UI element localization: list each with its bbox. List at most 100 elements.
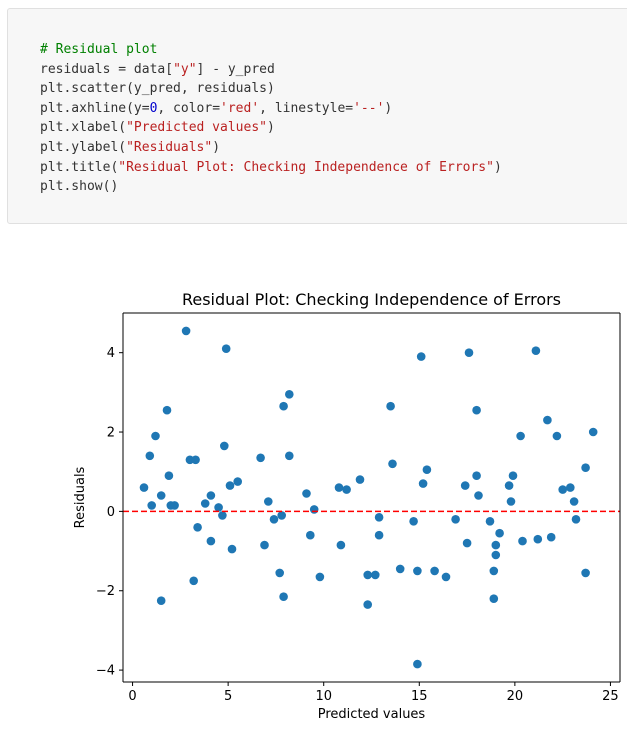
data-point [485,517,495,526]
data-point [170,501,179,510]
data-point [464,348,474,357]
data-point [309,505,319,514]
data-point [342,485,351,494]
code-line: plt.axhline(y=0, color='red', linestyle=… [40,99,502,119]
code-token: plt.scatter(y_pred, residuals) [40,81,275,97]
data-point [145,451,155,461]
data-point [221,344,231,353]
data-point [472,471,481,480]
data-point [264,497,273,506]
data-point [139,483,149,492]
data-point [506,497,516,506]
data-point [269,515,279,524]
y-tick-label: 2 [107,426,115,441]
code-token: plt.axhline(y= [40,100,150,116]
code-token: , linestyle= [259,100,354,116]
data-point [386,401,395,411]
data-point [334,483,344,492]
data-point [413,566,422,576]
data-point [363,570,373,580]
data-point [566,483,575,492]
data-point [388,459,397,469]
data-point [430,566,439,576]
points-layer [139,326,598,669]
data-point [495,528,504,538]
code-line: plt.scatter(y_pred, residuals) [40,79,502,99]
code-cell[interactable]: # Residual plot residuals = data["y"] - y… [7,8,627,224]
data-point [260,540,269,550]
code-token: , color= [157,100,221,116]
data-point [413,659,422,669]
x-tick-label: 20 [507,689,524,704]
chart-title: Residual Plot: Checking Independence of … [182,290,561,309]
data-point [422,465,432,474]
data-point [581,463,590,472]
data-point [441,572,451,582]
data-point [279,592,288,601]
data-point [220,441,229,451]
data-point [206,491,216,500]
data-point [474,491,483,500]
data-point [164,471,174,480]
data-point [546,532,556,542]
data-point [302,489,311,498]
code-token: plt.show() [40,179,119,195]
data-point [279,401,288,411]
code-token: "Residuals" [126,139,213,155]
data-point [156,596,166,605]
data-point [516,431,525,441]
data-point [569,497,579,506]
code-token: ) [212,139,221,155]
x-tick-label: 5 [224,689,232,704]
data-point [285,390,294,399]
data-point [518,536,527,546]
data-point [491,540,501,550]
code-token: 'red' [220,100,260,116]
data-point [571,515,581,524]
data-point [151,431,160,441]
data-point [533,534,543,544]
data-point [531,346,541,355]
data-point [206,536,216,546]
code-line: plt.show() [40,177,502,197]
data-point [214,503,223,512]
code-token: "Predicted values" [126,120,267,136]
y-tick-label: −4 [96,664,115,679]
x-tick-label: 25 [602,689,619,704]
data-point [374,530,384,540]
code-line: residuals = data["y"] - y_pred [40,60,502,80]
data-point [451,515,460,524]
data-point [543,415,552,425]
data-point [552,431,562,441]
y-tick-label: −2 [96,584,115,599]
data-point [189,576,198,586]
code-line: # Residual plot [40,40,502,60]
data-point [193,523,202,532]
code-line: plt.ylabel("Residuals") [40,138,502,158]
y-tick-label: 4 [107,346,115,361]
x-axis-label: Predicted values [318,707,426,722]
y-tick-label: 0 [107,505,115,520]
data-point [472,405,481,415]
data-point [275,568,285,578]
code-token: plt.ylabel( [40,139,127,155]
data-point [409,517,418,526]
axes-layer: 0 5 10 15 20 25 −4 −2 0 2 4 [96,312,621,704]
code-line: plt.title("Residual Plot: Checking Indep… [40,158,502,178]
data-point [233,477,242,486]
data-point [374,513,384,522]
data-point [306,530,315,540]
code-token: '--' [353,100,385,116]
data-point [363,600,373,609]
data-point [225,481,235,490]
code-line: plt.xlabel("Predicted values") [40,118,502,138]
code-token: "Residual Plot: Checking Independence of… [118,159,494,175]
code-token: 0 [149,100,158,116]
data-point [218,511,227,520]
code-token: "y" [173,61,197,77]
code-block[interactable]: # Residual plot residuals = data["y"] - y… [40,40,502,197]
data-point [460,481,470,490]
data-point [504,481,514,490]
code-token: ) [384,100,393,116]
data-point [191,455,200,465]
